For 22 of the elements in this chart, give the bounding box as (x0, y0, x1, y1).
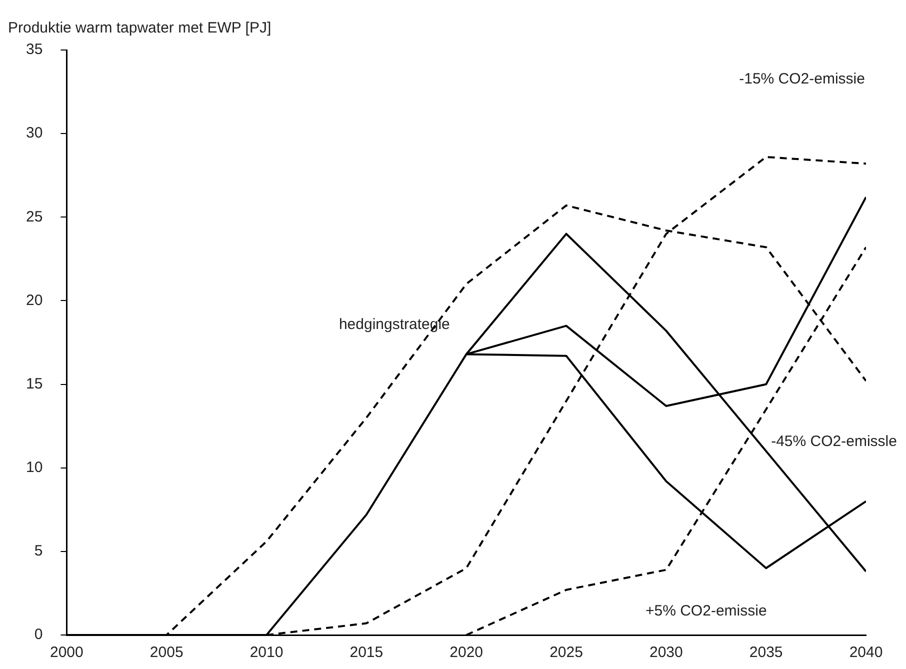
x-tick-label: 2035 (749, 644, 783, 662)
x-tick-label: 2005 (150, 644, 184, 662)
y-tick-label: 30 (26, 124, 43, 142)
y-axis-title: Produktie warm tapwater met EWP [PJ] (8, 20, 272, 37)
x-tick-label: 2040 (849, 644, 883, 662)
x-tick-label: 2010 (250, 644, 284, 662)
y-tick-label: 0 (34, 626, 43, 644)
x-tick-label: 2025 (550, 644, 583, 662)
annotation: hedgingstrategie (338, 316, 450, 334)
annotation: +5% CO2-emissie (645, 602, 767, 620)
x-tick-label: 2030 (649, 644, 683, 662)
y-tick-label: 15 (26, 375, 43, 392)
y-tick-label: 5 (34, 542, 43, 560)
x-tick-label: 2020 (450, 644, 484, 662)
annotation: -45% CO2-emissle (771, 433, 897, 450)
y-tick-label: 10 (26, 459, 43, 476)
x-tick-label: 2000 (50, 644, 84, 662)
y-tick-label: 35 (26, 41, 43, 58)
y-tick-label: 25 (26, 208, 43, 226)
annotation: -15% CO2-emissie (739, 70, 865, 88)
x-tick-label: 2015 (350, 644, 384, 662)
y-tick-label: 20 (26, 292, 43, 309)
